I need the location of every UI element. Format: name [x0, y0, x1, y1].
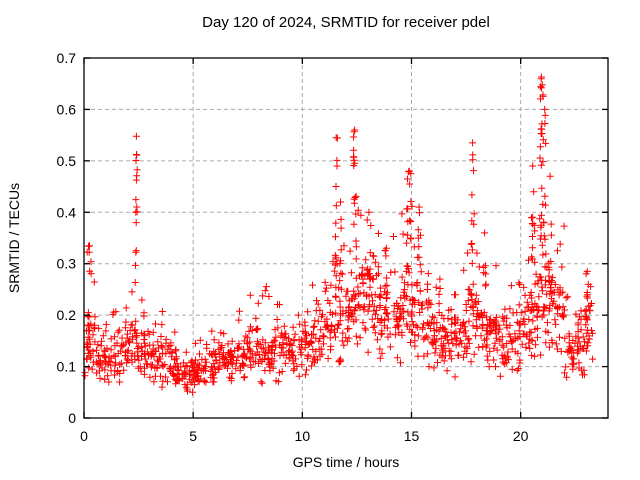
- y-tick-label: 0.1: [57, 359, 77, 375]
- x-tick-label: 10: [295, 428, 311, 444]
- y-tick-label: 0: [68, 410, 76, 426]
- y-tick-label: 0.3: [57, 256, 77, 272]
- y-tick-label: 0.7: [57, 50, 77, 66]
- y-tick-label: 0.5: [57, 153, 77, 169]
- plot-border: [83, 57, 609, 419]
- scatter-points: [81, 73, 597, 396]
- x-axis-label: GPS time / hours: [293, 454, 400, 470]
- y-tick-label: 0.2: [57, 307, 77, 323]
- axis-ticks: [83, 57, 608, 419]
- x-tick-label: 5: [189, 428, 197, 444]
- x-tick-label: 0: [80, 428, 88, 444]
- chart-title: Day 120 of 2024, SRMTID for receiver pde…: [202, 14, 490, 31]
- x-tick-label: 20: [513, 428, 529, 444]
- x-tick-label: 15: [404, 428, 420, 444]
- y-tick-label: 0.4: [57, 204, 77, 220]
- y-axis-label: SRMTID / TECUs: [6, 183, 22, 293]
- y-tick-label: 0.6: [57, 101, 77, 117]
- tick-labels: 0 5 10 15 20 0 0.1 0.2 0.3 0.4 0.5 0.6 0.7: [57, 50, 529, 444]
